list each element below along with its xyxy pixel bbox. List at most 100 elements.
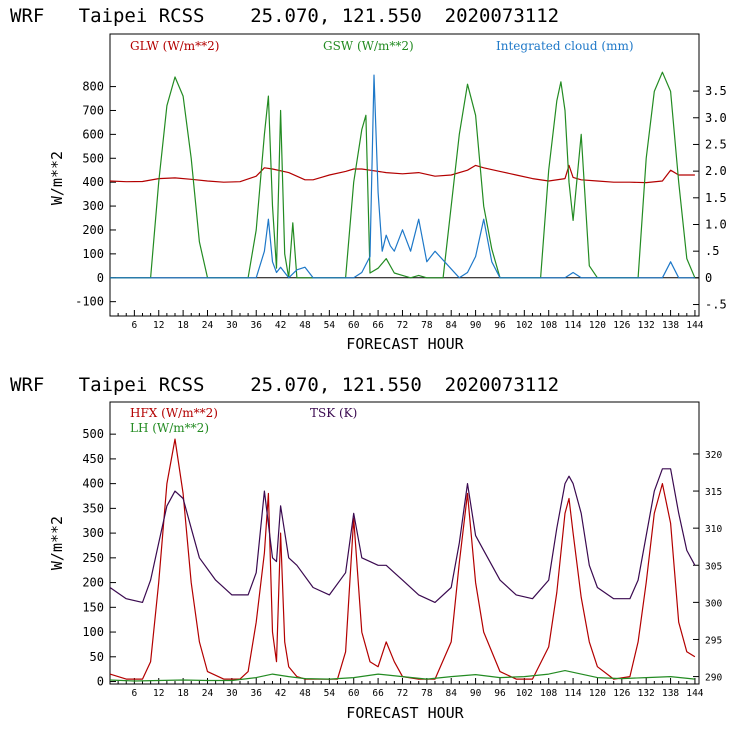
legend-tsk: TSK (K) (310, 406, 357, 420)
radiation-series-lines (109, 71, 696, 279)
x-tick-label: 18 (177, 320, 189, 331)
x-tick-label: 114 (564, 688, 581, 699)
x-tick-label: 6 (132, 688, 138, 699)
y2-tick-label: 1.5 (705, 191, 727, 205)
flux-panel: WRF Taipei RCSS 25.070, 121.550 20200731… (10, 374, 722, 722)
x-tick-label: 132 (638, 688, 655, 699)
y2-tick-label: 290 (705, 673, 722, 684)
x-tick-label: 90 (470, 320, 482, 331)
y2-tick-label: 295 (705, 635, 722, 646)
flux-plot-frame (109, 401, 700, 685)
y2-tick-label: 315 (705, 487, 722, 498)
y-tick-label: 600 (82, 127, 104, 141)
y-tick-label: 450 (82, 452, 104, 466)
series-line-gsw (110, 71, 696, 279)
x-tick-label: 120 (589, 320, 606, 331)
x-tick-label: 78 (421, 688, 433, 699)
y-tick-label: 100 (82, 247, 104, 261)
y2-tick-label: 310 (705, 524, 722, 535)
radiation-left-axis: -100 0 100 200 300 400 500 600 700 800 (75, 80, 116, 309)
x-tick-label: 144 (686, 320, 703, 331)
x-tick-label: 108 (540, 688, 557, 699)
series-line-cloud (110, 74, 695, 279)
y-tick-label: 700 (82, 103, 104, 117)
x-tick-label: 90 (470, 688, 482, 699)
series-line-hfx (109, 438, 696, 680)
x-tick-label: 48 (299, 688, 311, 699)
y-tick-label: 400 (82, 477, 104, 491)
x-tick-label: 12 (153, 320, 164, 331)
x-tick-label: 102 (516, 320, 533, 331)
y2-tick-label: 0 (705, 271, 712, 285)
flux-series-lines (109, 438, 696, 682)
x-tick-label: 30 (226, 688, 238, 699)
flux-y-axis-label: W/m**2 (48, 516, 66, 570)
x-tick-label: 120 (589, 688, 606, 699)
legend-cloud: Integrated cloud (mm) (496, 39, 634, 53)
x-tick-label: 66 (372, 320, 384, 331)
x-tick-label: 84 (445, 688, 457, 699)
x-tick-label: 36 (251, 688, 263, 699)
y-tick-label: 500 (82, 151, 104, 165)
y-tick-label: 0 (97, 271, 104, 285)
x-tick-label: 24 (202, 688, 214, 699)
y2-tick-label: 3.0 (705, 111, 727, 125)
y2-tick-label: 300 (705, 598, 722, 609)
flux-x-axis-label: FORECAST HOUR (346, 704, 464, 722)
x-tick-label: 84 (445, 320, 457, 331)
legend-gsw: GSW (W/m**2) (323, 39, 414, 53)
y-tick-label: 200 (82, 223, 104, 237)
radiation-panel-title: WRF Taipei RCSS 25.070, 121.550 20200731… (10, 5, 559, 27)
y-tick-label: 500 (82, 427, 104, 441)
x-tick-label: 96 (494, 688, 506, 699)
x-tick-label: 54 (324, 688, 336, 699)
y-tick-label: -100 (75, 295, 104, 309)
x-tick-label: 138 (662, 688, 679, 699)
x-tick-label: 42 (275, 688, 286, 699)
y-tick-label: 400 (82, 175, 104, 189)
x-tick-label: 102 (516, 688, 533, 699)
legend-hfx: HFX (W/m**2) (130, 406, 218, 420)
x-tick-label: 144 (686, 688, 703, 699)
x-tick-label: 12 (153, 688, 164, 699)
radiation-x-axis: 6 12 18 24 30 36 42 48 54 60 66 72 78 84 90 96 102 108 114… (117, 310, 704, 331)
series-line-glw (109, 164, 695, 184)
y-tick-label: 50 (90, 650, 104, 664)
x-tick-label: 6 (132, 320, 138, 331)
x-tick-label: 126 (613, 688, 630, 699)
series-line-lh (109, 669, 695, 682)
x-tick-label: 54 (324, 320, 336, 331)
radiation-right-axis: -.5 0 .5 1.0 1.5 2.0 2.5 3.0 3.5 (693, 84, 727, 312)
y-tick-label: 300 (82, 526, 104, 540)
y-tick-label: 150 (82, 600, 104, 614)
y2-tick-label: 2.5 (705, 137, 727, 151)
y2-tick-label: -.5 (705, 298, 727, 312)
x-tick-label: 48 (299, 320, 311, 331)
flux-left-axis: 0 50 100 150 200 250 300 350 400 450 500 (82, 427, 116, 689)
x-tick-label: 42 (275, 320, 286, 331)
x-tick-label: 60 (348, 320, 360, 331)
y-tick-label: 800 (82, 80, 104, 94)
x-tick-label: 24 (202, 320, 214, 331)
series-line-tsk (109, 468, 696, 604)
y-tick-label: 350 (82, 501, 104, 515)
x-tick-label: 72 (397, 688, 408, 699)
x-tick-label: 114 (564, 320, 581, 331)
x-tick-label: 72 (397, 320, 408, 331)
x-tick-label: 36 (251, 320, 263, 331)
x-tick-label: 126 (613, 320, 630, 331)
y-tick-label: 200 (82, 576, 104, 590)
flux-right-axis: 290 295 300 305 310 315 320 (693, 450, 722, 684)
x-tick-label: 66 (372, 688, 384, 699)
radiation-x-axis-label: FORECAST HOUR (346, 335, 464, 353)
y-tick-label: 300 (82, 199, 104, 213)
y2-tick-label: 2.0 (705, 164, 727, 178)
x-tick-label: 30 (226, 320, 238, 331)
y-tick-label: 100 (82, 625, 104, 639)
radiation-y-axis-label: W/m**2 (48, 151, 66, 205)
y-tick-label: 250 (82, 551, 104, 565)
x-tick-label: 132 (638, 320, 655, 331)
legend-glw: GLW (W/m**2) (130, 39, 219, 53)
